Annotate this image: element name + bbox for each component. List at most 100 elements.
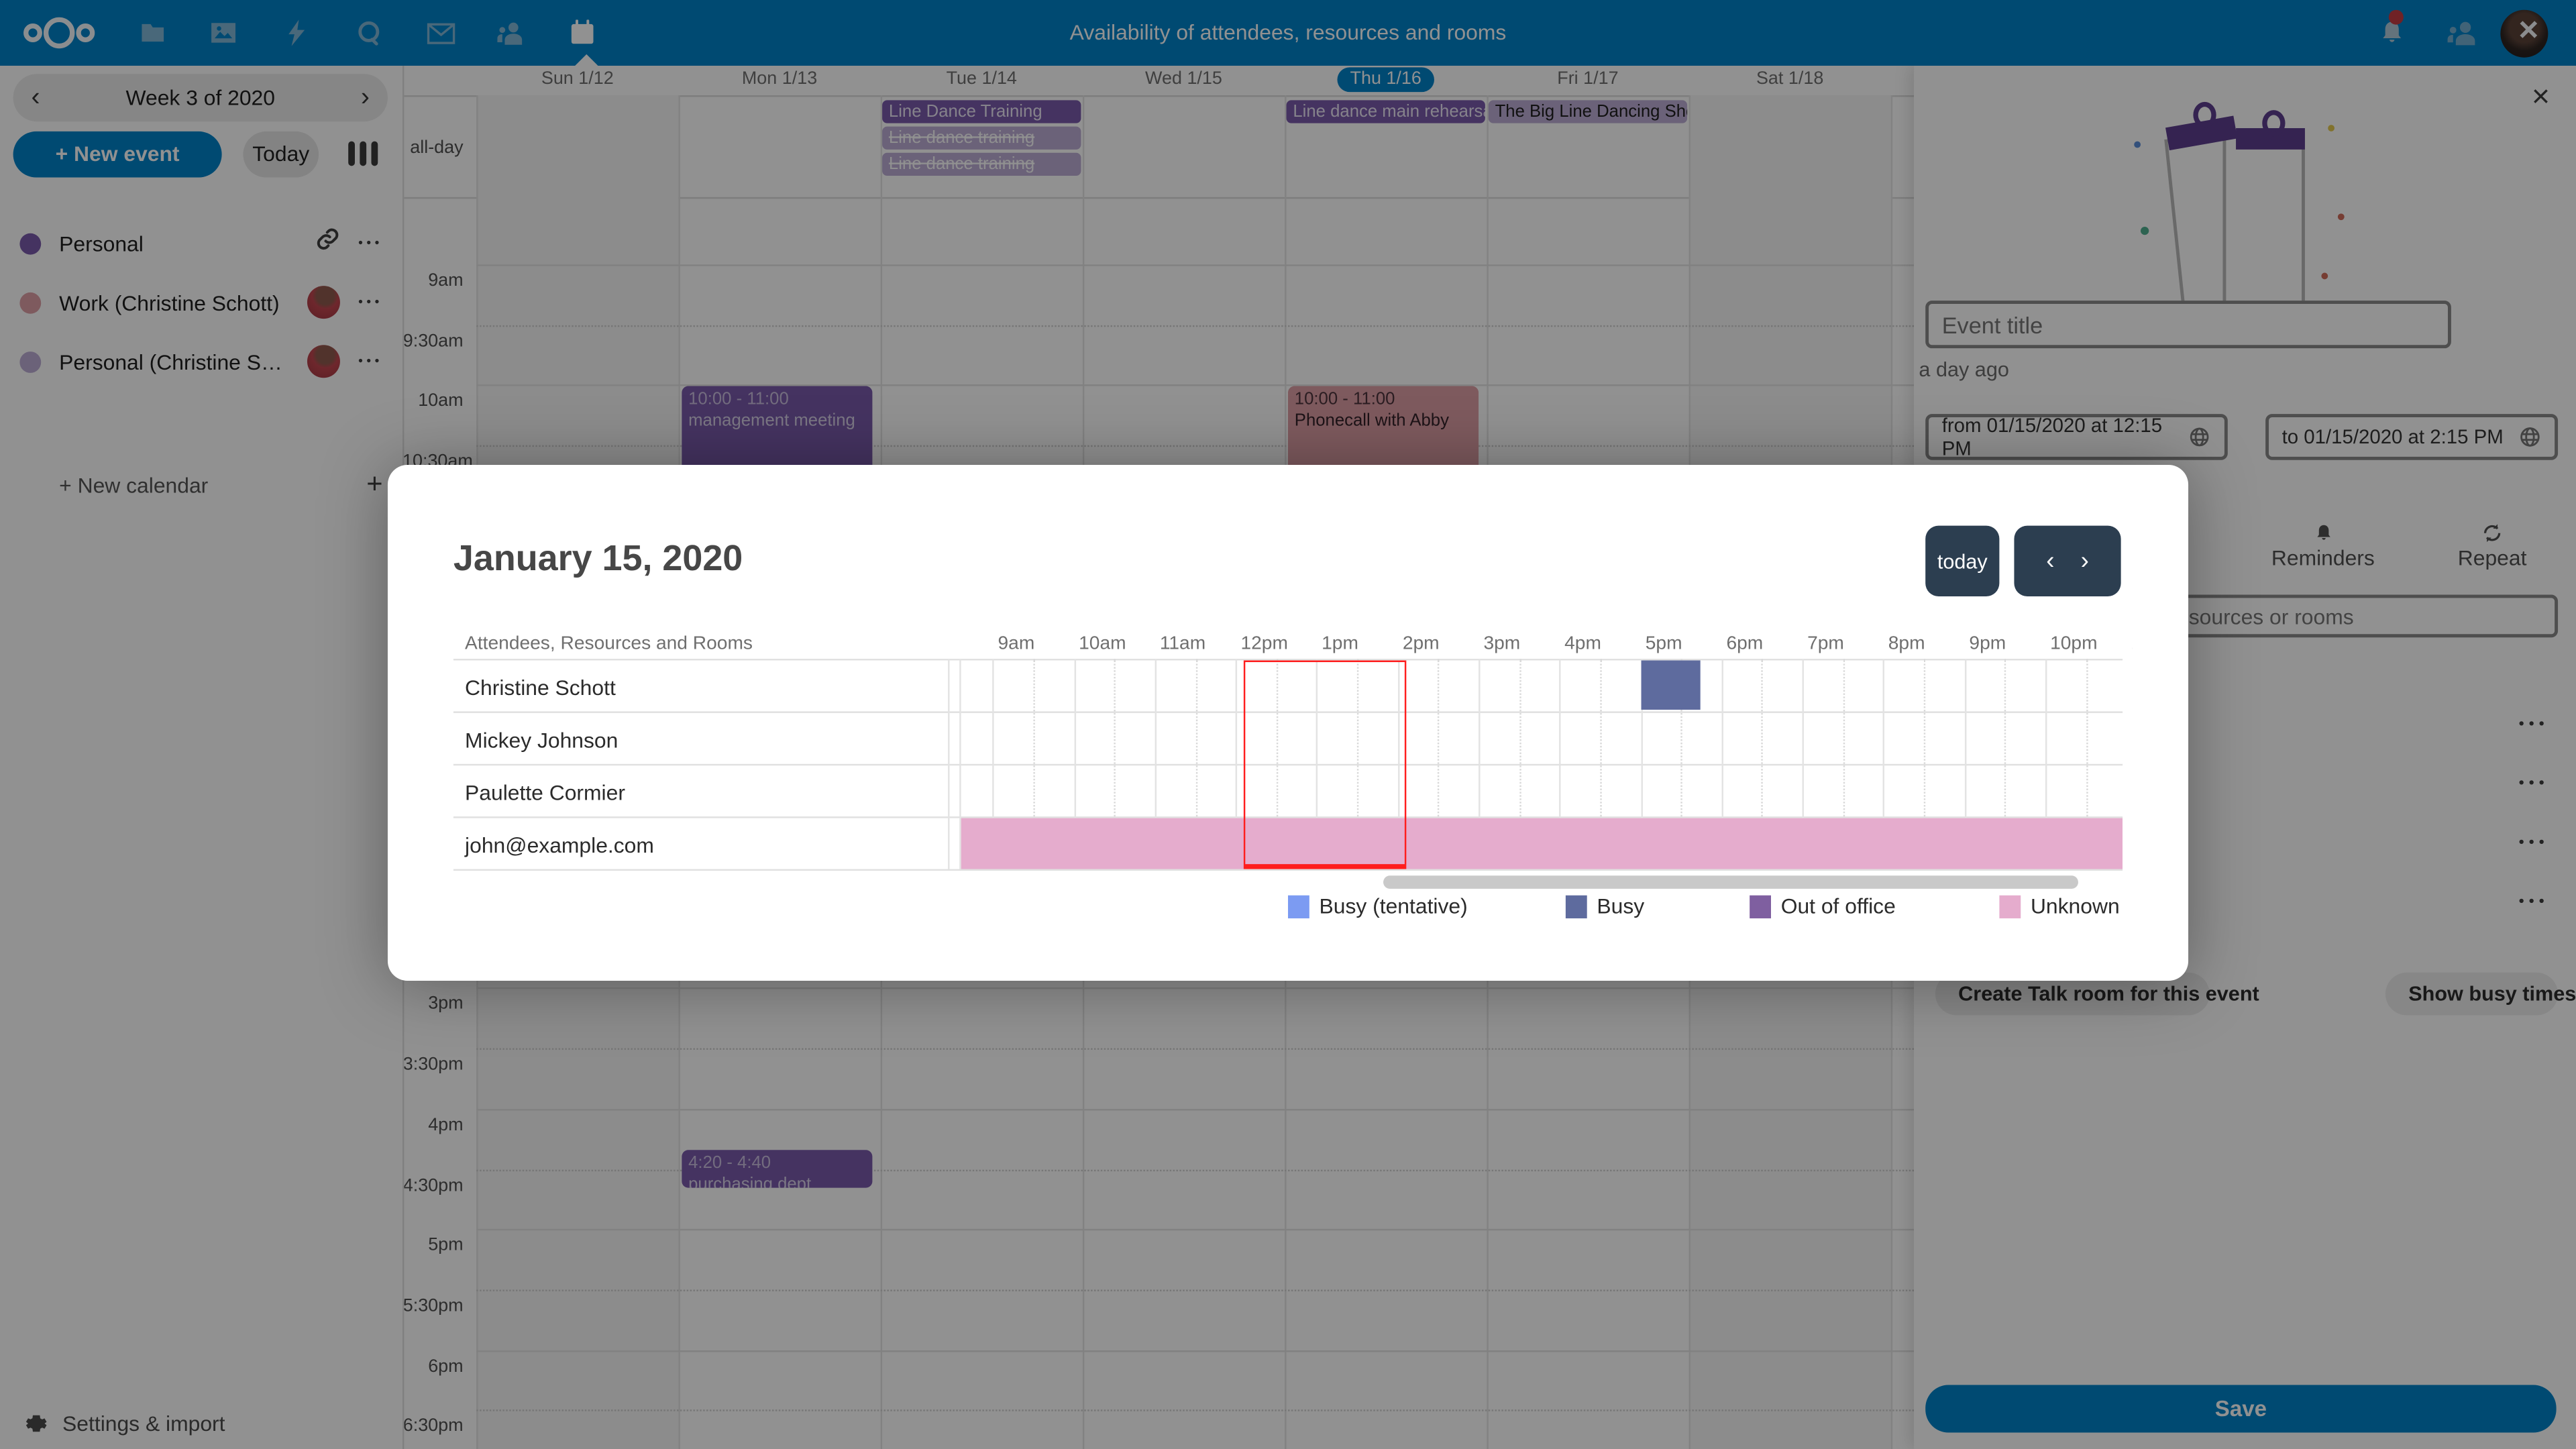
halfhour-gridline (2004, 659, 2006, 869)
attendee-actions-icon[interactable]: ●●● (2518, 778, 2549, 789)
contacts-menu-icon[interactable] (2443, 13, 2483, 53)
halfhour-gridline (1276, 659, 1278, 869)
hour-gridline (1073, 659, 1076, 869)
photos-icon[interactable] (204, 13, 244, 53)
calendar-color-dot (19, 291, 42, 313)
legend-swatch (1565, 894, 1587, 918)
event-title: Phonecall with Abby (1294, 411, 1449, 431)
mail-icon[interactable] (421, 13, 460, 53)
hour-label: 9pm (1969, 634, 2006, 654)
legend-label: Out of office (1780, 894, 1896, 918)
allday-event[interactable]: Line Dance Training (882, 100, 1081, 123)
hour-gridline (1479, 659, 1481, 869)
activity-icon[interactable] (278, 13, 317, 53)
legend-swatch (1750, 894, 1771, 918)
files-icon[interactable] (133, 13, 172, 53)
day-header[interactable]: Fri 1/17 (1557, 68, 1619, 89)
allday-event[interactable]: Line dance main rehearsal (1286, 100, 1485, 123)
show-busy-times-button[interactable]: Show busy times (2385, 972, 2576, 1016)
talk-icon[interactable] (348, 13, 388, 53)
share-link-icon[interactable] (315, 227, 340, 260)
contacts-icon[interactable] (491, 13, 531, 53)
day-header[interactable]: Sun 1/12 (541, 68, 614, 89)
calendar-icon[interactable] (562, 13, 602, 53)
calendar-actions-icon[interactable]: ●●● (358, 356, 383, 367)
from-datetime-field[interactable]: from 01/15/2020 at 12:15 PM (1925, 414, 2228, 460)
from-datetime-value: from 01/15/2020 at 12:15 PM (1941, 414, 2163, 460)
hour-gridline (1640, 659, 1642, 869)
hour-label: 8pm (1888, 634, 1925, 654)
tab-reminders[interactable]: Reminders (2249, 523, 2397, 578)
new-event-button[interactable]: + New event (13, 131, 222, 178)
allday-event[interactable]: Line dance training (882, 152, 1081, 176)
attendee-actions-icon[interactable]: ●●● (2518, 837, 2549, 848)
notifications-bell-icon[interactable] (2372, 9, 2412, 53)
time-gridline (476, 325, 1915, 327)
timezone-globe-icon[interactable] (2518, 425, 2541, 448)
selected-timerange-outline (1244, 660, 1406, 869)
active-app-indicator (575, 54, 598, 66)
calendar-list-item[interactable]: Personal ●●● (0, 213, 402, 272)
event-title-input[interactable]: Event title (1925, 301, 2451, 349)
calendar-event[interactable]: 4:20 - 4:40 purchasing dept (682, 1150, 873, 1187)
week-navigation[interactable]: ‹ Week 3 of 2020 › (13, 74, 388, 122)
hour-gridline (1316, 659, 1319, 869)
day-header[interactable]: Thu 1/16 (1285, 66, 1487, 95)
hour-label: 11am (1159, 634, 1206, 654)
timezone-globe-icon[interactable] (2189, 425, 2211, 448)
time-gridline (476, 1169, 1915, 1171)
calendar-list-item[interactable]: Work (Christine Schott) ●●● (0, 273, 402, 332)
allday-label: all-day (410, 138, 464, 158)
hour-gridline (1559, 659, 1562, 869)
attendee-name: Christine Schott (465, 675, 616, 700)
hour-header-row: 9am 10am 11am 12pm 1pm 2pm 3pm 4pm 5pm 6pm 7pm 8pm 9… (453, 625, 2132, 659)
halfhour-gridline (1600, 659, 1602, 869)
settings-import-button[interactable]: Settings & import (0, 1397, 402, 1449)
halfhour-gridline (1519, 659, 1521, 869)
user-avatar[interactable] (2500, 9, 2548, 58)
nextcloud-logo-icon[interactable] (21, 13, 97, 53)
halfhour-gridline (1923, 659, 1926, 869)
day-header[interactable]: Tue 1/14 (946, 68, 1017, 89)
time-gridline (476, 1229, 1915, 1231)
calendar-actions-icon[interactable]: ●●● (358, 238, 383, 248)
previous-day-icon[interactable]: ‹ (2046, 547, 2055, 576)
next-week-icon[interactable]: › (360, 83, 370, 111)
next-day-icon[interactable]: › (2080, 547, 2089, 576)
calendar-list-item[interactable]: Personal (Christine Scho…)●●● (0, 332, 402, 391)
day-header[interactable]: Mon 1/13 (741, 68, 818, 89)
attendee-actions-icon[interactable]: ●●● (2518, 719, 2549, 730)
time-label: 5pm (428, 1236, 464, 1256)
close-icon[interactable]: × (2518, 11, 2539, 50)
calendar-owner-avatar (307, 286, 340, 319)
allday-event[interactable]: Line dance training (882, 126, 1081, 150)
modal-today-button[interactable]: today (1925, 525, 2000, 596)
save-button[interactable]: Save (1925, 1385, 2557, 1433)
horizontal-scrollbar[interactable] (1383, 875, 2078, 889)
attendee-actions-icon[interactable]: ●●● (2518, 897, 2549, 907)
calendar-color-dot (19, 350, 42, 372)
sidebar-close-icon[interactable]: × (2531, 80, 2551, 115)
today-button[interactable]: Today (243, 131, 319, 178)
legend-label: Busy (1597, 894, 1645, 918)
to-datetime-field[interactable]: to 01/15/2020 at 2:15 PM (2265, 414, 2559, 460)
allday-event[interactable]: The Big Line Dancing Show (1488, 100, 1688, 123)
new-calendar-button[interactable]: + New calendar + (0, 455, 402, 514)
time-label: 6pm (428, 1356, 464, 1377)
time-gridline (476, 1108, 1915, 1111)
halfhour-gridline (1762, 659, 1764, 869)
time-label: 9:30am (402, 331, 464, 352)
to-datetime-value: to 01/15/2020 at 2:15 PM (2282, 425, 2504, 449)
calendar-actions-icon[interactable]: ●●● (358, 297, 383, 307)
view-toggle-icon[interactable] (348, 141, 378, 166)
row-divider (453, 816, 2123, 818)
hour-label: 7pm (1807, 634, 1844, 654)
halfhour-gridline (1357, 659, 1359, 869)
day-header[interactable]: Wed 1/15 (1145, 68, 1222, 89)
previous-week-icon[interactable]: ‹ (31, 83, 40, 111)
tab-repeat[interactable]: Repeat (2418, 523, 2566, 578)
time-gridline (476, 1289, 1915, 1291)
day-header[interactable]: Sat 1/18 (1756, 68, 1824, 89)
time-label: 6:30pm (402, 1416, 464, 1437)
